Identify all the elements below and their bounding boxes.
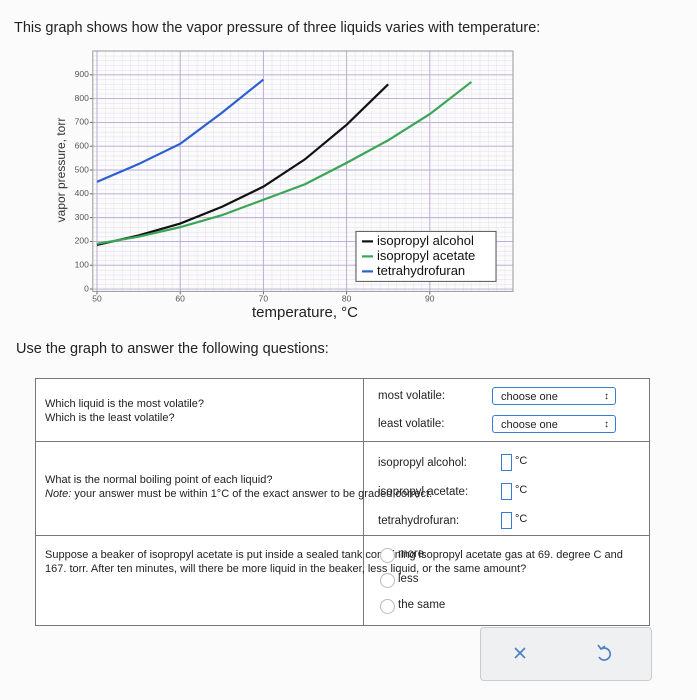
y-tick-label: 500 [75,164,89,174]
x-tick-label: 50 [92,294,102,304]
series-line [96,81,473,245]
prompt-line: Which liquid is the most volatile? [45,398,204,410]
input-box[interactable] [501,483,512,500]
y-tick-label: 700 [75,117,89,127]
prompt-cell [36,442,364,535]
prompt-cell [36,536,364,625]
select[interactable]: choose one [492,387,616,406]
action-icons [514,644,612,661]
x-tick-label: 90 [425,294,435,304]
prompt: Which liquid is the most volatile? Which … [45,397,635,425]
legend-box [355,230,497,282]
note: Note: your answer must be within 1°C of … [45,487,635,501]
legend-label: isopropyl alcohol [377,233,474,248]
select[interactable]: choose one [492,415,616,434]
y-tick-label: 900 [75,69,89,79]
x-axis-label: temperature, °C [252,304,358,321]
y-tick-label: 0 [84,283,89,293]
field-label: isopropyl acetate: [378,486,469,498]
note-label: Note: [45,488,72,500]
question-row: What is the normal boiling point of each… [36,442,649,536]
legend-label: tetrahydrofuran [377,263,465,278]
unit: °C [515,513,528,525]
plot-frame [92,50,514,292]
input-box[interactable] [501,512,512,529]
y-tick-label: 200 [75,236,89,246]
radio[interactable] [380,573,395,588]
input-box[interactable] [501,454,512,471]
legend-label: isopropyl acetate [377,248,475,263]
field-label: isopropyl alcohol: [378,457,467,469]
option-label[interactable]: less [398,573,419,585]
series-line [96,78,265,183]
question-row: Suppose a beaker of isopropyl acetate is… [36,536,649,625]
prompt-line: Which is the least volatile? [45,412,175,424]
y-tick-label: 800 [75,93,89,103]
field-label: least volatile: [378,418,445,430]
prompt: What is the normal boiling point of each… [45,473,635,501]
field-label: tetrahydrofuran: [378,515,460,527]
x-tick-label: 80 [342,294,352,304]
x-tick-label: 70 [259,294,269,304]
prompt: Suppose a beaker of isopropyl acetate is… [45,549,623,575]
radio[interactable] [380,548,395,563]
prompt-line: What is the normal boiling point of each… [45,474,273,486]
question-table: Which liquid is the most volatile? Which … [35,378,650,626]
x-tick-label: 60 [175,294,185,304]
option-label[interactable]: more [398,548,425,560]
clear-button[interactable] [514,647,526,659]
y-tick-label: 300 [75,212,89,222]
undo-button[interactable] [597,644,612,661]
series-line [96,83,389,247]
y-axis-label: vapor pressure, torr [54,118,68,223]
note-text: your answer must be within 1°C of the ex… [74,488,433,500]
prompt-cell [36,379,364,441]
chart: vapor pressure, torr temperature, °C 0 10… [54,50,514,321]
action-bar [480,627,652,681]
y-tick-label: 100 [75,259,89,269]
y-tick-label: 400 [75,188,89,198]
field-label: most volatile: [378,390,446,402]
radio[interactable] [380,599,395,614]
unit: °C [515,455,528,467]
y-tick-label: 600 [75,140,89,150]
intro-text: This graph shows how the vapor pressure … [14,20,541,36]
option-label[interactable]: the same [398,599,446,611]
unit: °C [515,484,528,496]
question-row: Which liquid is the most volatile? Which … [36,379,649,442]
instructions: Use the graph to answer the following qu… [16,341,329,357]
